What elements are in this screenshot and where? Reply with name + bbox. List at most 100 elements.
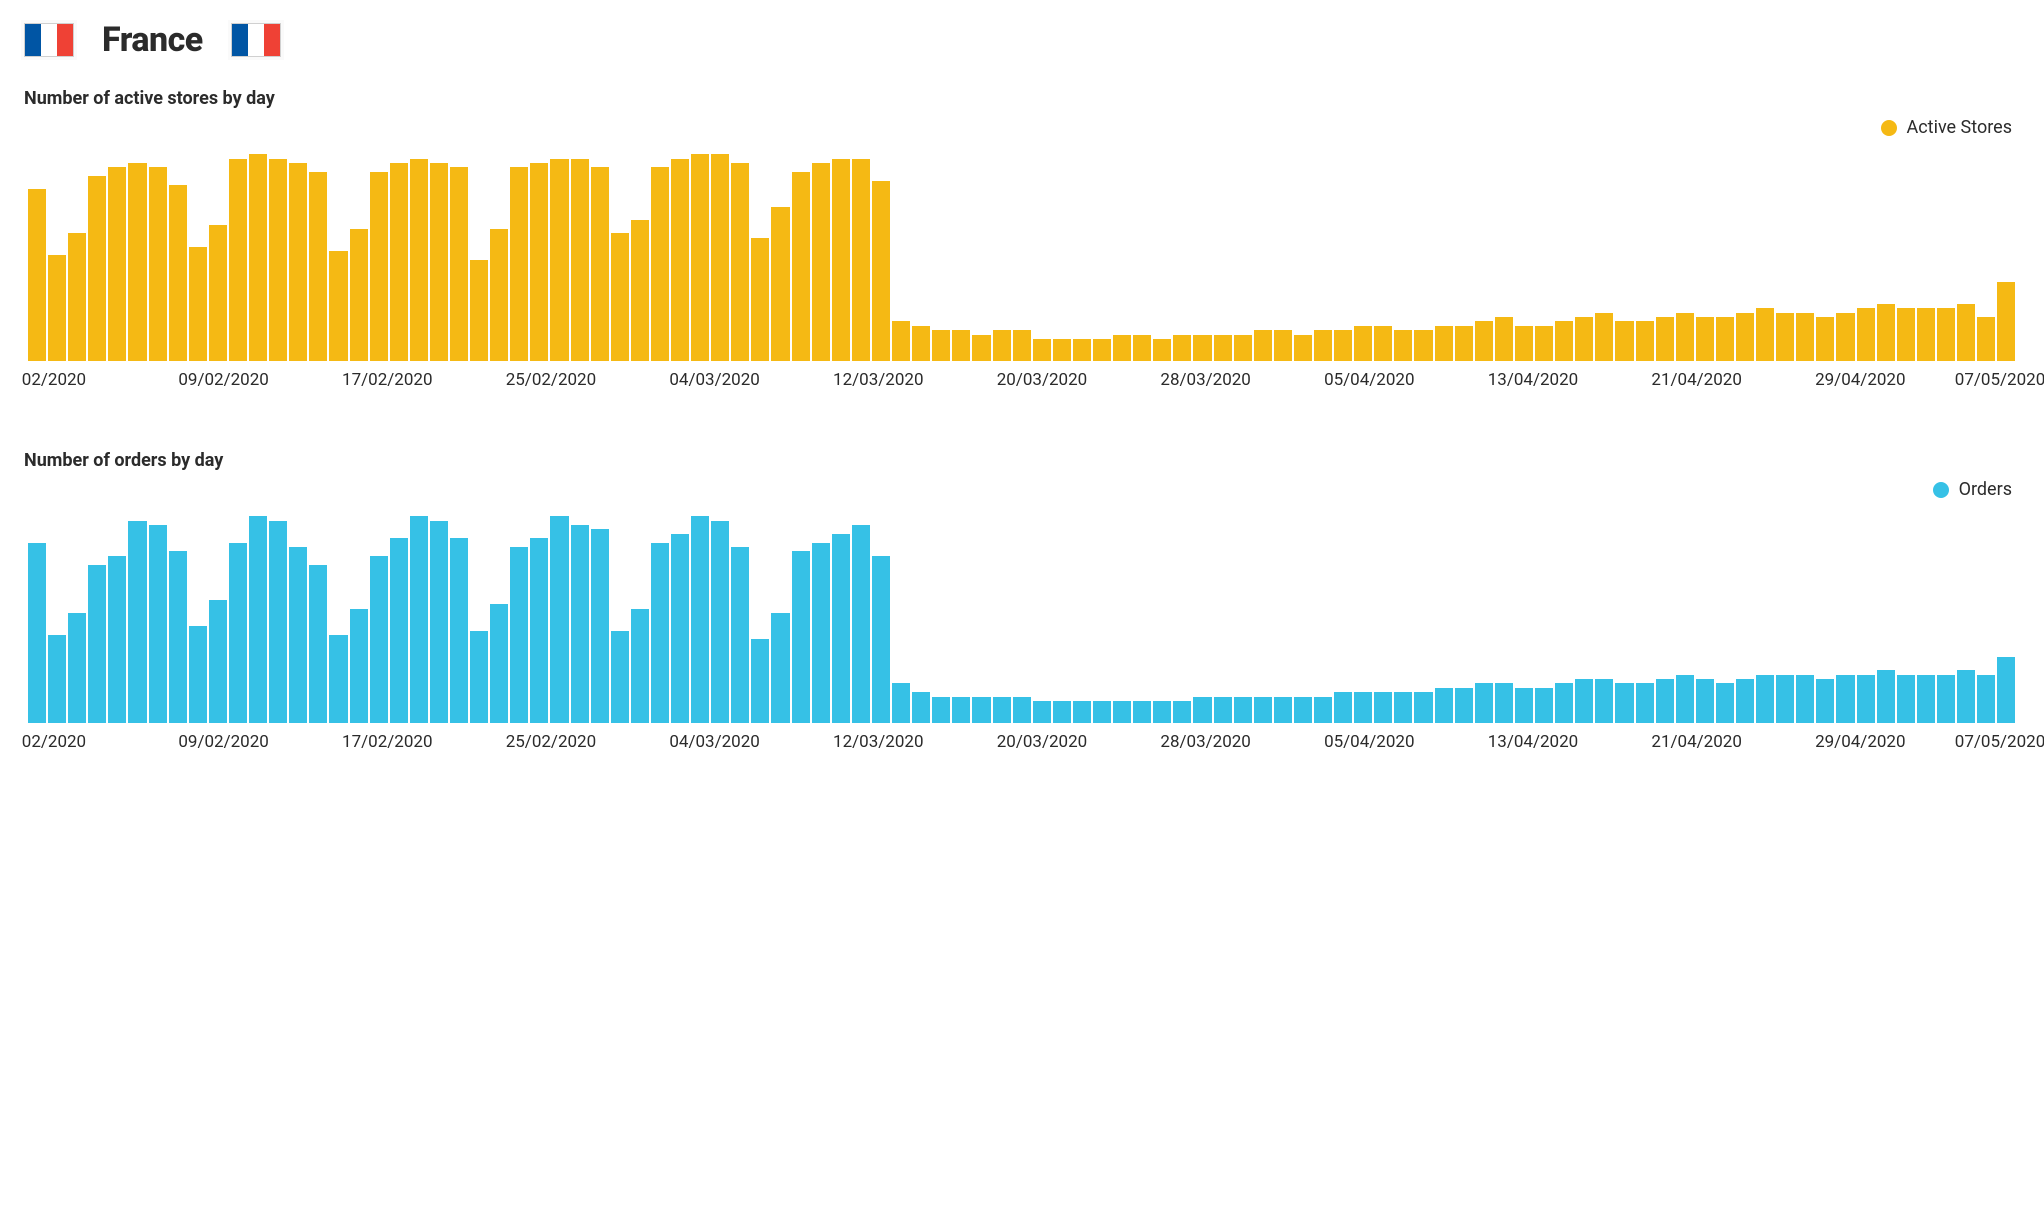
bar xyxy=(892,683,910,723)
bar xyxy=(771,613,789,723)
bar xyxy=(691,154,709,361)
bar xyxy=(149,525,167,723)
axis-tick: 02/2020 xyxy=(22,732,86,752)
bar xyxy=(611,233,629,361)
bar xyxy=(872,181,890,361)
bar xyxy=(249,154,267,361)
bar xyxy=(450,538,468,723)
legend-label: Active Stores xyxy=(1907,117,2012,138)
bar xyxy=(731,163,749,361)
bar xyxy=(651,167,669,361)
bar xyxy=(751,238,769,361)
bar xyxy=(1414,330,1432,361)
bar xyxy=(611,631,629,723)
bar xyxy=(430,163,448,361)
bar xyxy=(972,335,990,361)
bar xyxy=(510,167,528,361)
bar xyxy=(550,516,568,723)
bar xyxy=(1857,308,1875,361)
bar xyxy=(1696,679,1714,723)
bar xyxy=(571,159,589,361)
bar xyxy=(671,159,689,361)
bar xyxy=(1515,688,1533,723)
bar xyxy=(1877,670,1895,723)
bar xyxy=(1133,335,1151,361)
bar xyxy=(169,185,187,361)
bar xyxy=(229,159,247,361)
dashboard-page: France Number of active stores by day Ac… xyxy=(0,0,2044,798)
bar xyxy=(1676,313,1694,361)
bar xyxy=(350,609,368,723)
bar xyxy=(912,326,930,361)
bar xyxy=(1937,675,1955,723)
bar xyxy=(470,260,488,361)
bar xyxy=(350,229,368,361)
bar xyxy=(189,247,207,361)
plot-area xyxy=(24,504,2020,724)
bar xyxy=(28,543,46,723)
bar xyxy=(1756,308,1774,361)
bar xyxy=(1073,339,1091,361)
bar xyxy=(1475,321,1493,361)
bar xyxy=(1495,317,1513,361)
bar xyxy=(631,220,649,361)
bar xyxy=(1354,326,1372,361)
bar xyxy=(128,163,146,361)
bar xyxy=(1595,313,1613,361)
bar xyxy=(993,330,1011,361)
axis-tick: 13/04/2020 xyxy=(1488,732,1578,752)
bar xyxy=(591,529,609,723)
bar xyxy=(1354,692,1372,723)
bar xyxy=(88,176,106,361)
axis-tick: 25/02/2020 xyxy=(506,370,596,390)
bar xyxy=(169,551,187,723)
bar xyxy=(269,521,287,723)
bar xyxy=(711,154,729,361)
bar xyxy=(1515,326,1533,361)
bar xyxy=(1615,321,1633,361)
flag-icon-right xyxy=(231,23,281,57)
bar xyxy=(1957,670,1975,723)
axis-tick: 09/02/2020 xyxy=(178,732,268,752)
axis-tick: 29/04/2020 xyxy=(1815,732,1905,752)
bar xyxy=(309,172,327,361)
axis-tick: 21/04/2020 xyxy=(1651,732,1741,752)
bar xyxy=(812,163,830,361)
bar xyxy=(1756,675,1774,723)
bar xyxy=(370,172,388,361)
bar xyxy=(329,251,347,361)
bar xyxy=(631,609,649,723)
bar xyxy=(1917,675,1935,723)
bar xyxy=(1113,701,1131,723)
bar xyxy=(1977,317,1995,361)
axis-tick: 13/04/2020 xyxy=(1488,370,1578,390)
bar xyxy=(1997,657,2015,723)
bar xyxy=(68,233,86,361)
bar xyxy=(229,543,247,723)
bar xyxy=(1455,326,1473,361)
bar xyxy=(591,167,609,361)
bar xyxy=(329,635,347,723)
axis-tick: 07/05/2020 xyxy=(1955,370,2044,390)
bar xyxy=(1033,701,1051,723)
bar xyxy=(28,189,46,361)
bar xyxy=(149,167,167,361)
chart-active-stores: Number of active stores by day Active St… xyxy=(24,88,2020,396)
bar xyxy=(1636,321,1654,361)
bar xyxy=(1836,675,1854,723)
bar xyxy=(792,551,810,723)
plot-area xyxy=(24,142,2020,362)
bar xyxy=(1153,701,1171,723)
bar xyxy=(1294,335,1312,361)
bar xyxy=(1133,701,1151,723)
bar xyxy=(530,538,548,723)
bar xyxy=(1897,308,1915,361)
bar xyxy=(1595,679,1613,723)
bar xyxy=(1555,683,1573,723)
bar xyxy=(1475,683,1493,723)
chart-title: Number of orders by day xyxy=(24,450,2020,471)
bar xyxy=(852,159,870,361)
bar xyxy=(108,167,126,361)
bar xyxy=(1736,313,1754,361)
bar xyxy=(832,534,850,723)
